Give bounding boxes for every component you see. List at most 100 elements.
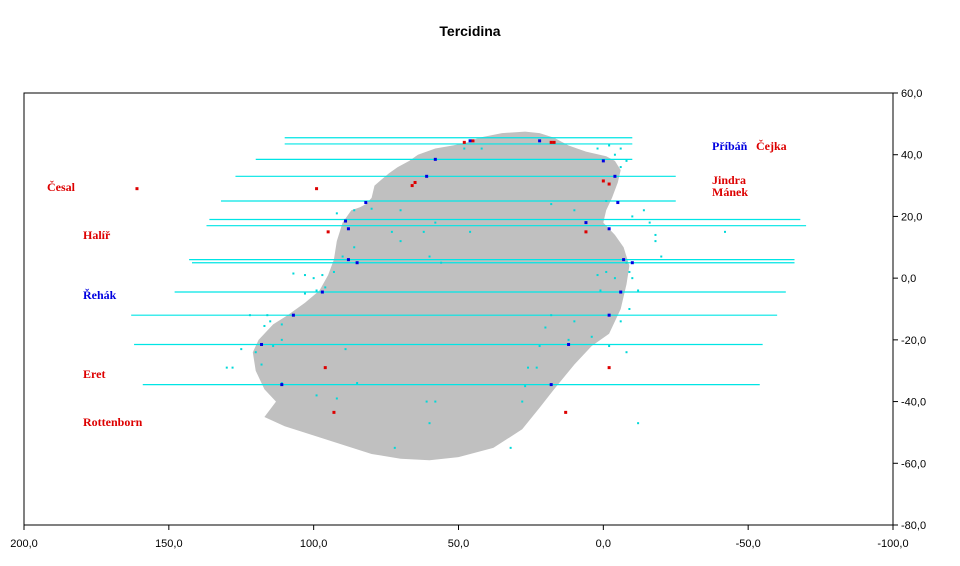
point-cyan — [248, 314, 251, 317]
name-label: Jindra — [712, 173, 746, 187]
point-cyan — [619, 320, 622, 323]
point-cyan — [312, 277, 315, 280]
point-red — [471, 139, 475, 143]
name-label: Příbáň — [712, 139, 748, 153]
x-tick-label: 0,0 — [596, 538, 611, 550]
point-cyan — [637, 289, 640, 292]
point-cyan — [335, 397, 338, 400]
point-red — [607, 366, 611, 370]
point-cyan — [628, 270, 631, 273]
point-cyan — [590, 335, 593, 338]
point-cyan — [324, 286, 327, 289]
point-cyan — [425, 400, 428, 403]
point-cyan — [266, 314, 269, 317]
point-cyan — [599, 289, 602, 292]
point-cyan — [335, 212, 338, 215]
name-label: Halíř — [83, 228, 111, 242]
point-blue — [260, 342, 264, 346]
point-cyan — [225, 366, 228, 369]
point-blue — [346, 258, 350, 262]
point-cyan — [332, 270, 335, 273]
point-cyan — [254, 351, 257, 354]
point-blue — [355, 261, 359, 265]
point-cyan — [280, 338, 283, 341]
point-cyan — [263, 324, 266, 327]
point-red — [410, 184, 414, 188]
point-cyan — [613, 277, 616, 280]
y-tick-label: -60,0 — [901, 458, 926, 470]
y-tick-label: 40,0 — [901, 150, 922, 162]
point-red — [549, 140, 553, 144]
point-red — [135, 187, 139, 191]
point-cyan — [527, 366, 530, 369]
point-cyan — [521, 400, 524, 403]
region-shape — [252, 131, 630, 461]
point-red — [413, 180, 417, 184]
point-blue — [601, 159, 605, 163]
y-tick-label: 60,0 — [901, 88, 922, 100]
point-cyan — [315, 394, 318, 397]
point-blue — [567, 342, 571, 346]
point-cyan — [654, 233, 657, 236]
x-tick-label: 100,0 — [300, 538, 328, 550]
point-cyan — [605, 200, 608, 202]
point-cyan — [723, 230, 726, 233]
point-cyan — [260, 363, 263, 366]
point-cyan — [550, 203, 553, 206]
point-cyan — [631, 277, 634, 280]
point-cyan — [440, 261, 443, 264]
name-label: Mánek — [712, 185, 748, 199]
x-tick-label: 50,0 — [448, 538, 469, 550]
y-tick-label: 0,0 — [901, 273, 916, 285]
point-cyan — [303, 274, 306, 277]
y-tick-label: -40,0 — [901, 397, 926, 409]
point-cyan — [544, 326, 547, 329]
point-red — [323, 366, 327, 370]
point-cyan — [596, 147, 599, 150]
point-blue — [584, 221, 588, 225]
point-cyan — [469, 230, 472, 233]
point-cyan — [605, 270, 608, 273]
point-red — [462, 140, 466, 144]
point-cyan — [608, 144, 611, 147]
name-label: Čejka — [756, 139, 787, 153]
point-cyan — [535, 366, 538, 369]
point-cyan — [596, 274, 599, 277]
point-cyan — [269, 320, 272, 323]
point-blue — [549, 383, 553, 387]
point-cyan — [272, 345, 275, 348]
point-blue — [280, 383, 284, 387]
point-cyan — [353, 209, 356, 212]
point-red — [326, 230, 330, 234]
point-cyan — [434, 221, 437, 224]
y-tick-label: -20,0 — [901, 335, 926, 347]
point-cyan — [399, 209, 402, 212]
x-tick-label: -50,0 — [736, 538, 761, 550]
x-tick-label: 150,0 — [155, 538, 183, 550]
point-cyan — [613, 153, 616, 156]
point-cyan — [628, 308, 631, 310]
point-cyan — [625, 351, 628, 354]
name-label: Eret — [83, 367, 105, 381]
point-red — [332, 410, 336, 414]
point-cyan — [303, 292, 306, 295]
point-blue — [613, 174, 617, 178]
point-cyan — [625, 159, 628, 162]
name-label: Rottenborn — [83, 415, 143, 429]
point-blue — [425, 174, 429, 178]
point-cyan — [573, 209, 576, 212]
point-blue — [364, 201, 368, 205]
point-blue — [607, 313, 611, 317]
point-red — [607, 182, 611, 186]
point-cyan — [393, 446, 396, 449]
point-cyan — [637, 422, 640, 425]
point-cyan — [315, 289, 318, 292]
chart-title: Tercidina — [439, 23, 500, 39]
point-cyan — [356, 382, 359, 385]
x-tick-label: -100,0 — [877, 538, 908, 550]
point-cyan — [321, 274, 324, 277]
name-label: Řehák — [83, 288, 117, 302]
point-cyan — [434, 400, 437, 403]
point-cyan — [292, 272, 295, 275]
